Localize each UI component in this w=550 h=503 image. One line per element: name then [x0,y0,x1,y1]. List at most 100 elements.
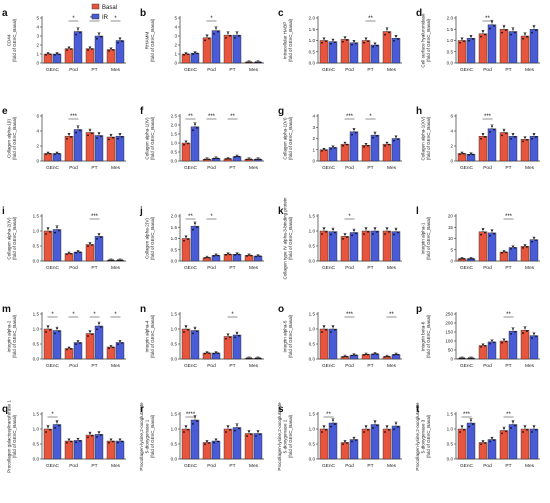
y-axis-label: (fold of GEnC_Basal) [12,216,17,260]
data-point [472,257,474,260]
y-tick-label: 0.5 [447,49,454,54]
y-tick-label: 1.0 [309,229,316,234]
data-point [323,37,325,40]
data-point [75,33,77,36]
data-point [526,429,528,431]
data-point [204,257,206,259]
bar-basal [106,136,116,162]
data-point [459,153,461,156]
data-point [355,131,357,134]
y-tick-label: 5 [36,16,39,21]
data-point [468,357,470,360]
data-point [192,53,194,55]
data-point [501,134,503,137]
data-point [355,232,357,235]
data-point [376,135,378,137]
data-point [374,132,376,134]
bar-basal [202,37,212,64]
y-tick-label: 1.5 [171,225,178,230]
data-point [213,441,215,444]
data-point [531,240,533,243]
bar-ir [466,422,476,460]
y-axis-label: Procollagen-lysine,2-oxoglutarate [277,402,282,471]
data-point [70,440,72,443]
y-tick-label: 20 [448,214,454,219]
data-point [208,442,210,444]
data-point [91,434,93,437]
data-point [121,259,123,262]
bar-basal [64,48,74,64]
y-tick-label: 1.0 [33,327,40,332]
data-point [374,352,376,355]
data-point [491,437,493,439]
data-point [535,239,537,242]
panel-letter: t [416,404,420,415]
y-tick-label: 1.0 [171,236,178,241]
x-tick-label: GEnC [460,463,474,469]
y-tick-label: 1.5 [447,27,454,32]
data-point [187,53,189,56]
significance-label: *** [346,312,354,318]
data-point [501,341,503,344]
y-tick-label: 1.5 [447,412,454,417]
y-tick-label: 6 [36,114,39,119]
y-tick-label: 3 [174,34,177,39]
bar-basal [85,333,95,360]
bar-basal [520,139,530,162]
data-point [217,30,219,33]
x-tick-label: Pod [483,165,492,171]
data-point [250,61,252,64]
data-point [321,331,323,333]
data-point [215,157,217,159]
data-point [344,440,346,443]
data-point [353,353,355,356]
y-axis-label: Procollagen-lysine,2-oxoglutarate [415,402,420,471]
data-point [110,345,112,347]
data-point [100,236,102,239]
data-point [119,133,121,136]
data-point [192,228,194,231]
y-tick-label: 0 [36,61,39,66]
data-point [489,234,491,237]
bar-ir [370,424,380,460]
data-point [56,52,58,55]
data-point [363,233,365,235]
x-tick-label: Pod [207,165,216,171]
significance-label: ** [188,114,193,120]
bar-ir [94,325,104,360]
data-point [87,134,89,137]
data-point [196,330,198,333]
data-point [259,255,261,258]
data-point [208,256,210,259]
y-tick-label: 2 [312,136,315,141]
data-point [342,144,344,147]
data-point [503,129,505,132]
x-tick-label: Mes [249,265,259,271]
y-tick-label: 0.5 [171,150,178,155]
data-point [472,423,474,425]
bar-basal [181,238,191,262]
data-point [257,158,259,160]
data-point [206,351,208,354]
data-point [472,357,474,360]
y-tick-label: 1 [174,52,177,57]
y-tick-label: 10 [448,236,454,241]
significance-label: ** [389,312,394,318]
bar-ir [328,41,338,64]
data-point [108,441,110,444]
data-point [119,438,121,441]
data-point [355,439,357,441]
y-tick-label: 0.0 [447,61,454,66]
y-tick-label: 0.0 [309,357,316,362]
data-point [89,46,91,49]
bar-basal [478,345,488,360]
data-point [332,419,334,422]
data-point [217,254,219,257]
data-point [110,438,112,441]
data-point [376,44,378,47]
y-tick-label: 4 [36,129,39,134]
panel-letter: i [2,206,5,217]
data-point [215,254,217,256]
